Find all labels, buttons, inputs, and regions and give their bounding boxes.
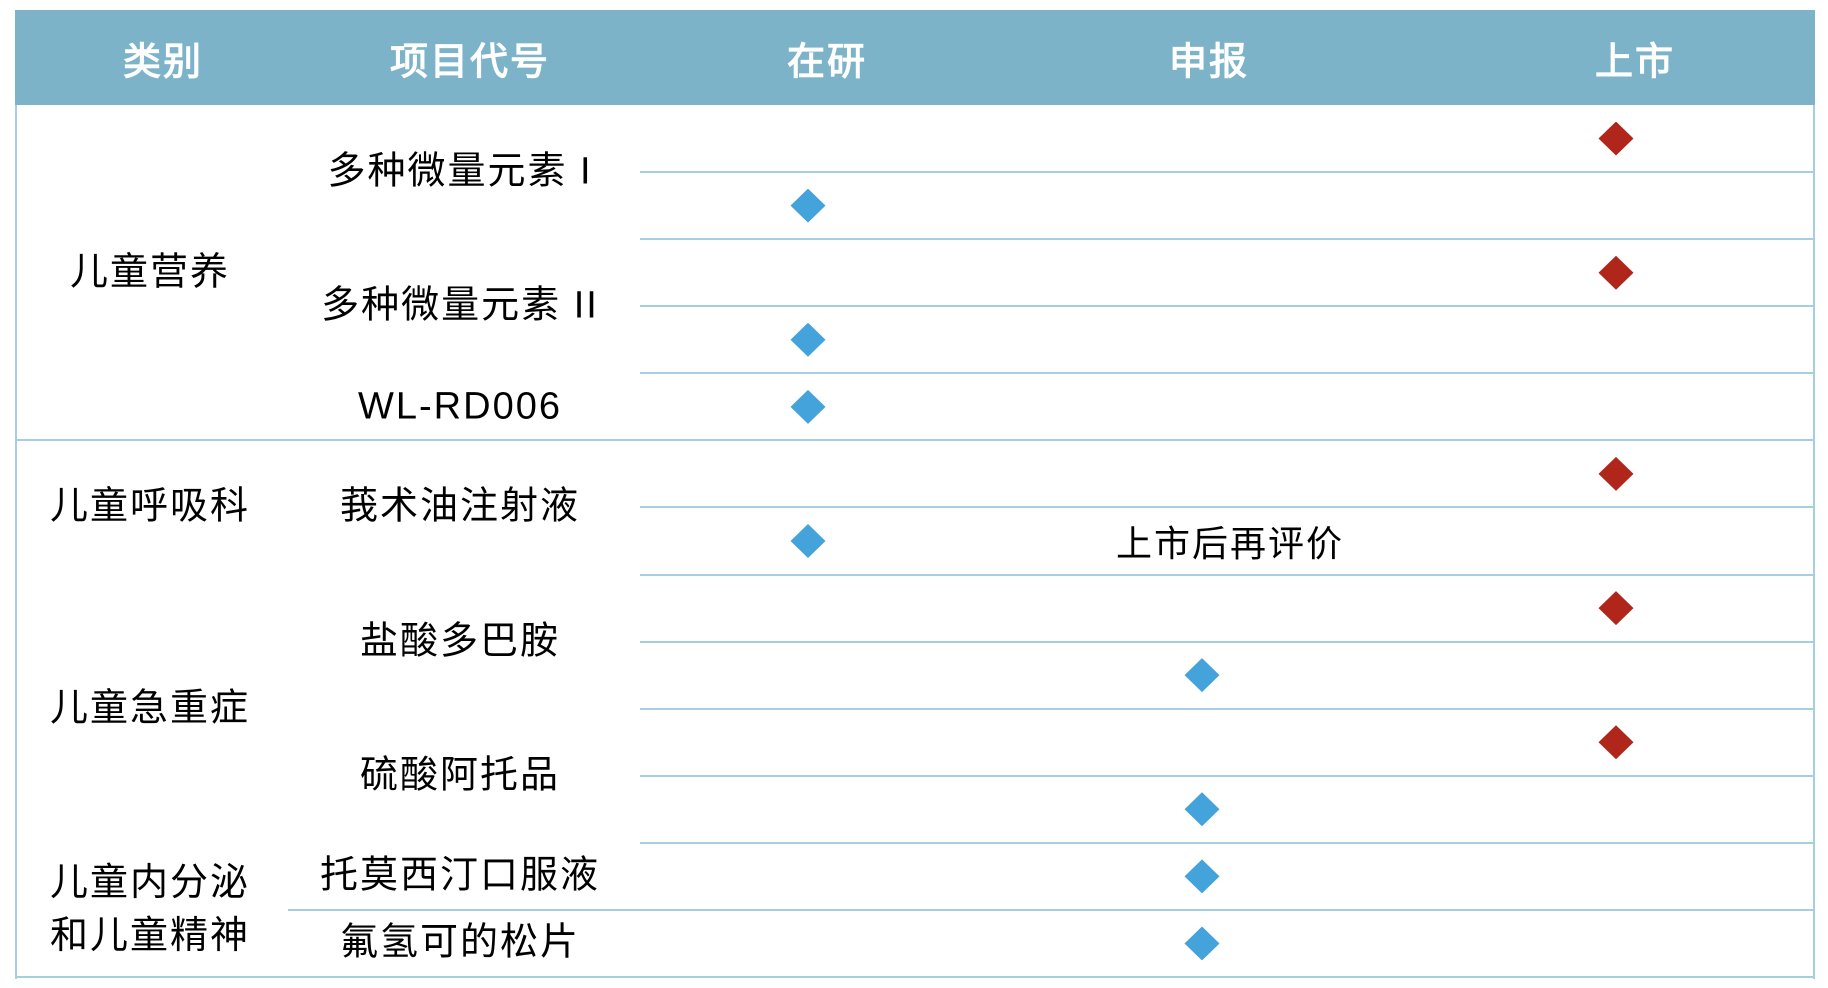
category-label: 儿童营养: [69, 251, 231, 294]
stage-marker-red-diamond-icon: [1598, 725, 1634, 760]
project-label: 盐酸多巴胺: [359, 620, 561, 663]
track-line: [640, 238, 1815, 241]
stage-marker-red-diamond-icon: [1598, 255, 1634, 290]
column-header: 申报: [1168, 41, 1250, 83]
table-left-border: [15, 105, 17, 979]
stage-marker-blue-diamond-icon: [790, 322, 826, 357]
track-line: [640, 573, 1815, 576]
stage-marker-blue-diamond-icon: [790, 188, 826, 223]
project-label: 多种微量元素 II: [321, 284, 599, 327]
project-label: 莪术油注射液: [339, 485, 581, 528]
project-label: 托莫西汀口服液: [319, 854, 601, 897]
track-line: [288, 908, 1815, 911]
track-line: [640, 841, 1815, 844]
project-label: 硫酸阿托品: [359, 754, 561, 797]
track-line: [640, 372, 1815, 375]
stage-marker-blue-diamond-icon: [1184, 859, 1220, 894]
stage-marker-blue-diamond-icon: [790, 524, 826, 558]
post-market-note: 上市后再评价: [1115, 523, 1345, 564]
column-header: 项目代号: [389, 41, 551, 83]
project-label: 多种微量元素 I: [327, 150, 593, 193]
category-label: 儿童呼吸科: [49, 485, 251, 528]
category-label: 儿童内分泌 和儿童精神: [49, 861, 251, 957]
track-line: [640, 640, 1815, 643]
stage-marker-blue-diamond-icon: [1184, 792, 1220, 827]
stage-marker-red-diamond-icon: [1598, 121, 1634, 156]
category-label: 儿童急重症: [49, 687, 251, 730]
track-line: [640, 774, 1815, 777]
track-line: [640, 171, 1815, 174]
stage-marker-blue-diamond-icon: [1184, 658, 1220, 693]
group-separator-line: [15, 439, 1815, 442]
stage-marker-red-diamond-icon: [1598, 591, 1634, 626]
column-header: 在研: [786, 41, 868, 83]
table-bottom-border: [15, 976, 1815, 978]
track-line: [640, 506, 1815, 509]
table-right-border: [1813, 105, 1815, 979]
stage-marker-blue-diamond-icon: [1184, 926, 1220, 961]
track-line: [640, 707, 1815, 710]
stage-marker-blue-diamond-icon: [790, 389, 826, 424]
track-line: [640, 305, 1815, 308]
stage-marker-red-diamond-icon: [1598, 456, 1634, 491]
column-header: 上市: [1594, 41, 1676, 83]
column-header: 类别: [122, 41, 204, 83]
table-header: 类别 项目代号 在研 申报 上市: [15, 10, 1815, 105]
project-label: 氟氢可的松片: [339, 921, 581, 964]
project-label: WL-RD006: [358, 385, 562, 428]
